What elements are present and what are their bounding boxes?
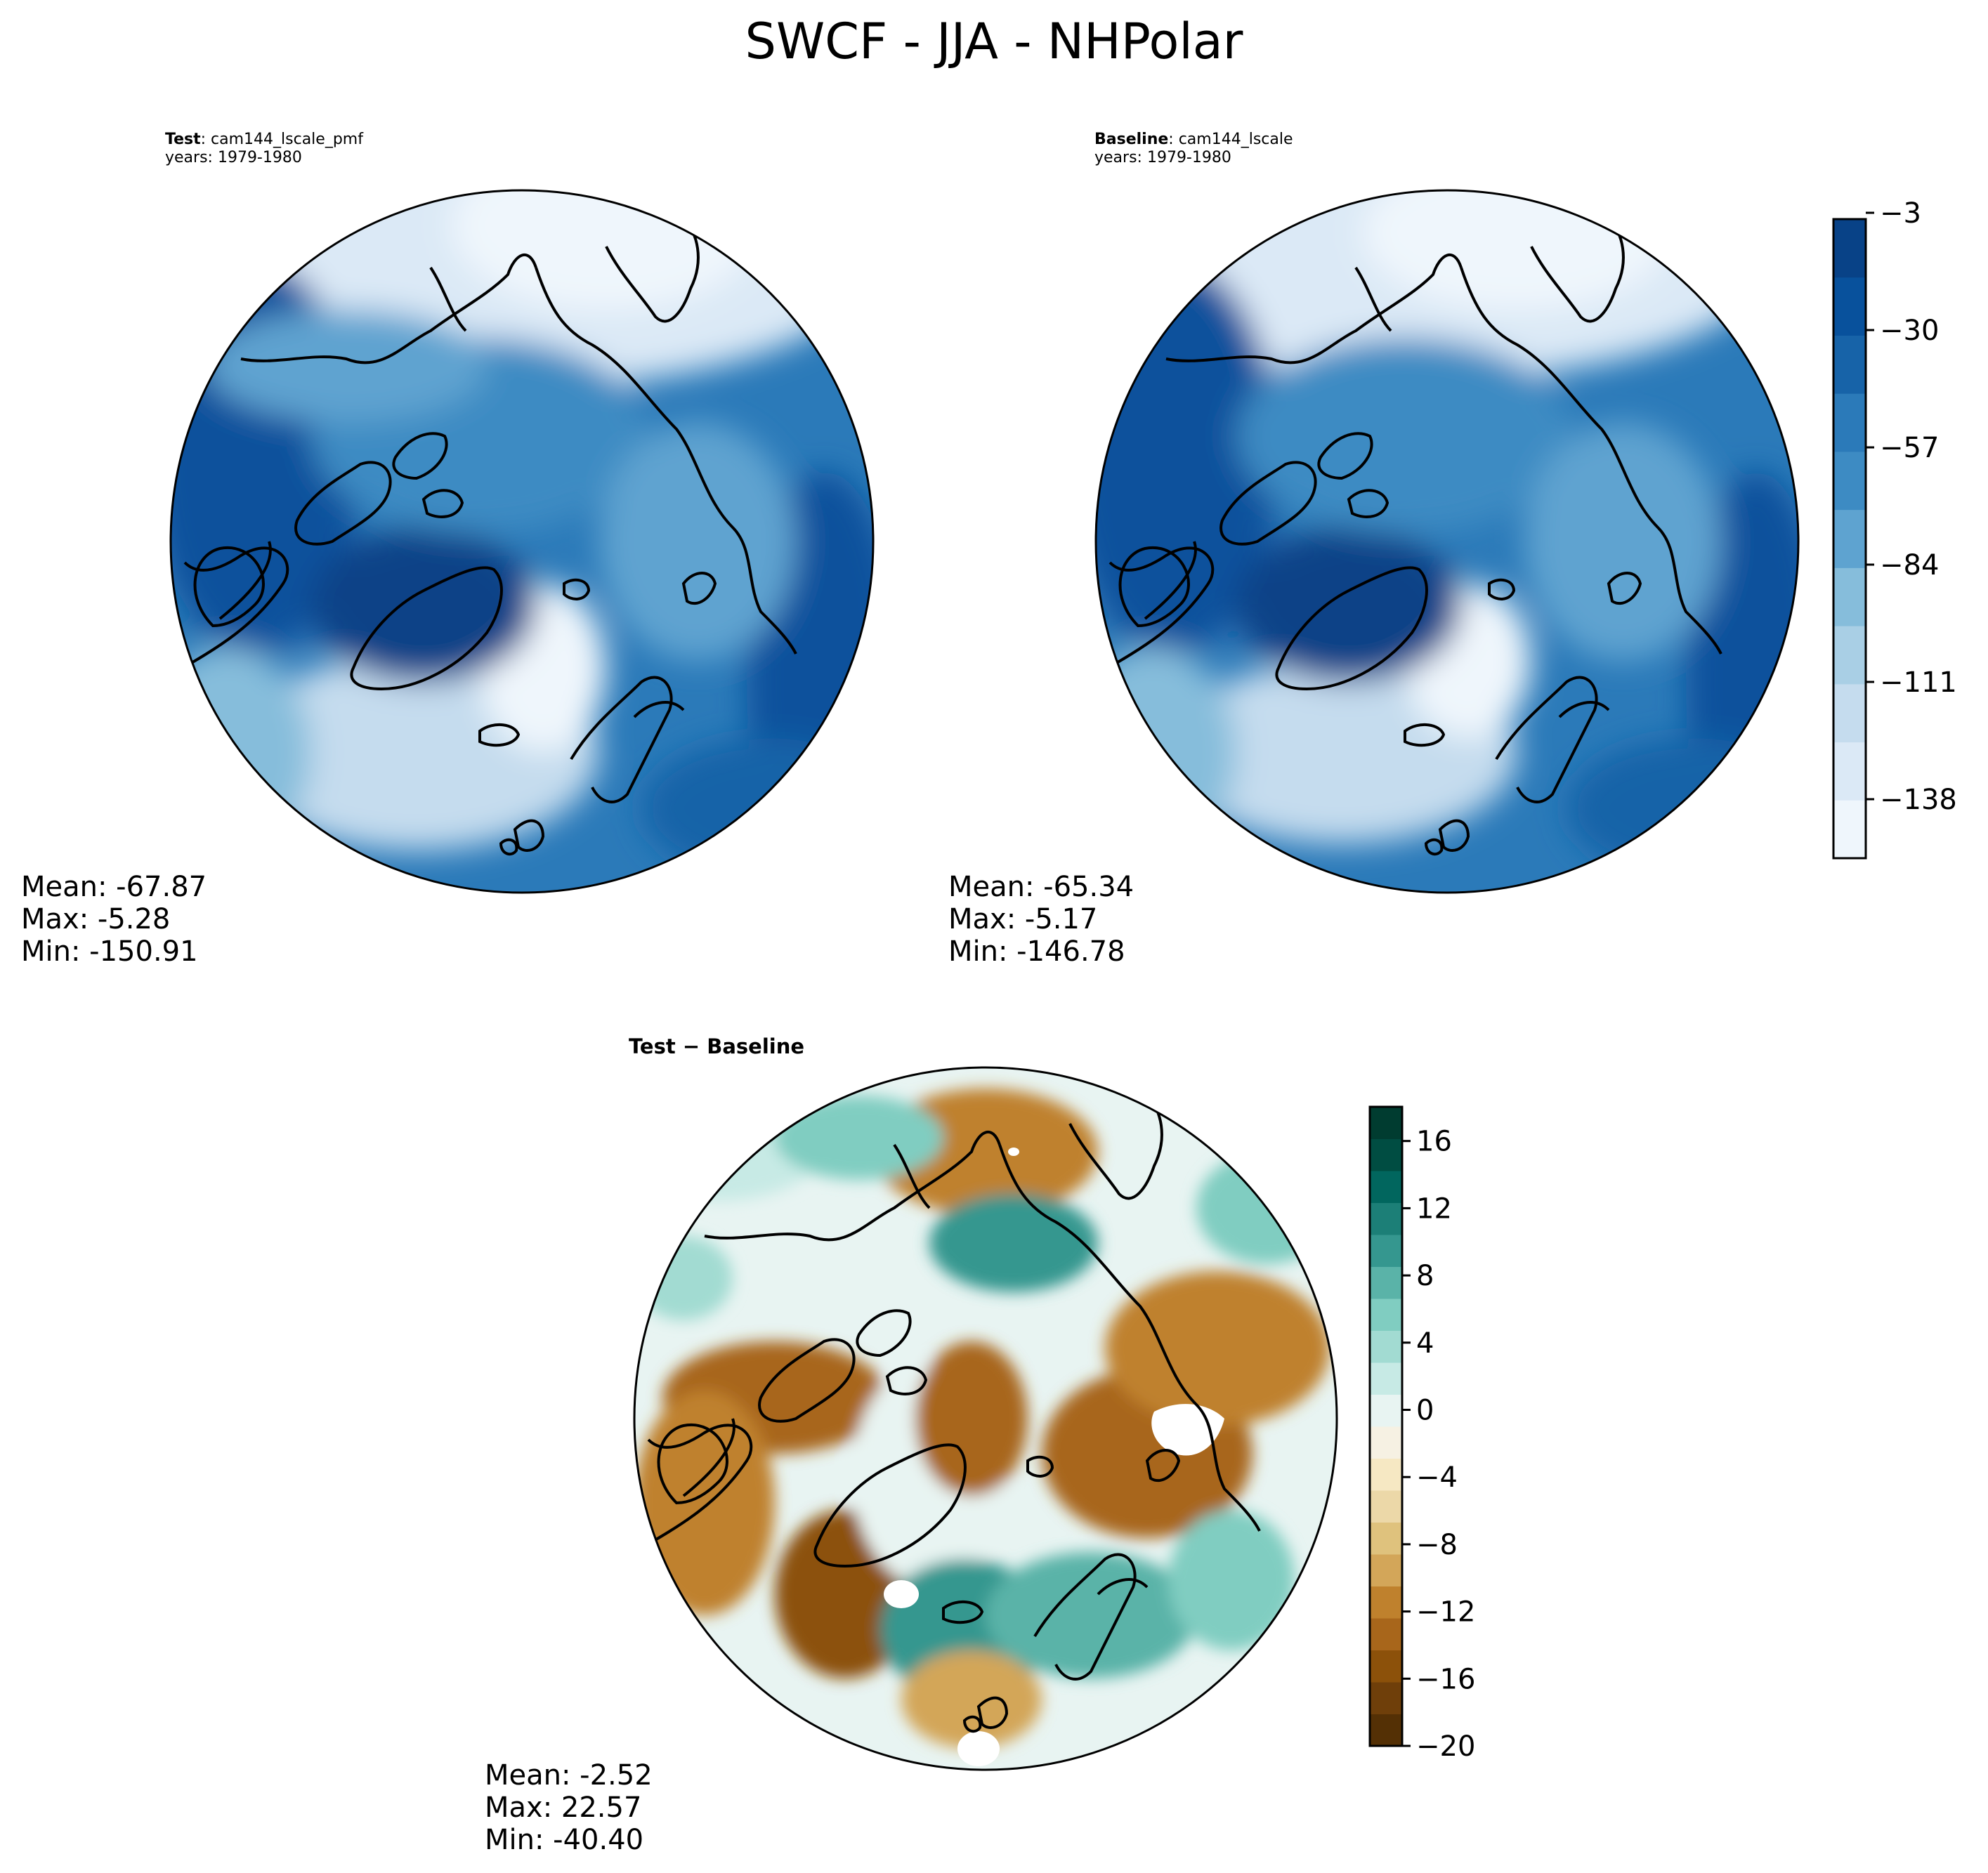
baseline-min: Min: -146.78 <box>948 935 1125 968</box>
test-title: Test: cam144_lscale_pmf years: 1979-1980 <box>165 131 363 167</box>
colorbar-diff-swatch <box>1370 1554 1402 1586</box>
colorbar-main-tick-label: −57 <box>1880 432 1939 464</box>
colorbar-main-tick-label: −84 <box>1880 549 1939 581</box>
colorbar-diff-frame <box>1368 1105 1404 1747</box>
test-stats: Mean: -67.87 Max: -5.28 Min: -150.91 <box>21 871 207 968</box>
colorbar-diff-swatch <box>1370 1682 1402 1714</box>
colorbar-diff-swatch <box>1370 1394 1402 1427</box>
colorbar-diff-tick-label: 8 <box>1416 1260 1434 1292</box>
colorbar-diff-tick-label: 16 <box>1416 1126 1452 1158</box>
colorbar-diff-swatch <box>1370 1426 1402 1459</box>
test-min: Min: -150.91 <box>21 935 198 968</box>
diff-title: Test − Baseline <box>629 1034 805 1058</box>
colorbar-main-swatch <box>1833 393 1866 452</box>
test-case: cam144_lscale_pmf <box>211 131 363 148</box>
colorbar-main-swatch <box>1833 277 1866 336</box>
baseline-title: Baseline: cam144_lscale years: 1979-1980 <box>1094 131 1293 167</box>
colorbar-diff-swatch <box>1370 1362 1402 1395</box>
colorbar-main-tick-label: −30 <box>1880 315 1939 347</box>
colorbar-diff-tick-label: 0 <box>1416 1395 1434 1427</box>
baseline-case: cam144_lscale <box>1178 131 1293 148</box>
colorbar-diff-tick-label: −12 <box>1416 1596 1475 1629</box>
colorbar-diff-swatch <box>1370 1618 1402 1650</box>
colorbar-main-swatch <box>1833 451 1866 511</box>
colorbar-diff-swatch <box>1370 1490 1402 1523</box>
colorbar-diff-tick-label: −4 <box>1416 1461 1458 1494</box>
diff-max: Max: 22.57 <box>485 1792 642 1824</box>
baseline-map <box>1094 189 1800 894</box>
colorbar-diff-tick-label: −16 <box>1416 1663 1475 1695</box>
colorbar-main-tick-label: −111 <box>1880 666 1957 699</box>
colorbar-diff-swatch <box>1370 1714 1402 1747</box>
colorbar-main-swatch <box>1833 509 1866 568</box>
colorbar-main-swatch <box>1833 335 1866 394</box>
colorbar-main-tick-label: −138 <box>1880 784 1957 816</box>
colorbar-diff-swatch <box>1370 1650 1402 1683</box>
colorbar-main-swatch <box>1833 626 1866 685</box>
baseline-years: years: 1979-1980 <box>1094 149 1231 166</box>
figure-title: SWCF - JJA - NHPolar <box>745 13 1243 70</box>
colorbar-diff-tick-label: 4 <box>1416 1327 1434 1360</box>
colorbar-main: −138 −111 −84 −57 −30 −3 <box>1832 197 1957 860</box>
colorbar-diff-swatch <box>1370 1330 1402 1363</box>
colorbar-diff-tick-label: 12 <box>1416 1192 1452 1225</box>
test-years: years: 1979-1980 <box>165 149 302 166</box>
colorbar-diff-swatch <box>1370 1171 1402 1203</box>
colorbar-diff: −20 −16 −12 −8 −4 0 4 8 12 16 <box>1368 1105 1475 1763</box>
diff-mean: Mean: -2.52 <box>485 1759 653 1792</box>
diff-stats: Mean: -2.52 Max: 22.57 Min: -40.40 <box>485 1759 653 1856</box>
baseline-sep: : <box>1168 131 1179 148</box>
colorbar-diff-swatch <box>1370 1266 1402 1299</box>
colorbar-main-frame <box>1832 218 1867 860</box>
colorbar-diff-swatch <box>1370 1299 1402 1331</box>
test-mean: Mean: -67.87 <box>21 871 207 903</box>
diff-min: Min: -40.40 <box>485 1824 644 1856</box>
diff-map <box>633 1066 1338 1771</box>
colorbar-main-swatch <box>1833 800 1866 859</box>
colorbar-diff-swatch <box>1370 1235 1402 1267</box>
baseline-mean: Mean: -65.34 <box>948 871 1134 903</box>
colorbar-diff-tick-label: −8 <box>1416 1529 1458 1561</box>
colorbar-main-swatch <box>1833 567 1866 626</box>
colorbar-diff-swatch <box>1370 1138 1402 1171</box>
colorbar-main-tick-label: −3 <box>1880 197 1921 230</box>
test-label: Test <box>165 131 201 148</box>
colorbar-diff-tick-label: −20 <box>1416 1730 1475 1763</box>
baseline-max: Max: -5.17 <box>948 903 1098 935</box>
test-sep: : <box>200 131 211 148</box>
colorbar-main-swatch <box>1833 219 1866 278</box>
colorbar-diff-swatch <box>1370 1586 1402 1619</box>
baseline-stats: Mean: -65.34 Max: -5.17 Min: -146.78 <box>948 871 1134 968</box>
test-map <box>169 189 875 894</box>
colorbar-diff-swatch <box>1370 1107 1402 1139</box>
colorbar-main-swatch <box>1833 683 1866 743</box>
baseline-label: Baseline <box>1094 131 1169 148</box>
colorbar-diff-swatch <box>1370 1522 1402 1555</box>
colorbar-diff-swatch <box>1370 1458 1402 1491</box>
colorbar-main-swatch <box>1833 742 1866 801</box>
test-max: Max: -5.28 <box>21 903 171 935</box>
colorbar-diff-swatch <box>1370 1202 1402 1235</box>
